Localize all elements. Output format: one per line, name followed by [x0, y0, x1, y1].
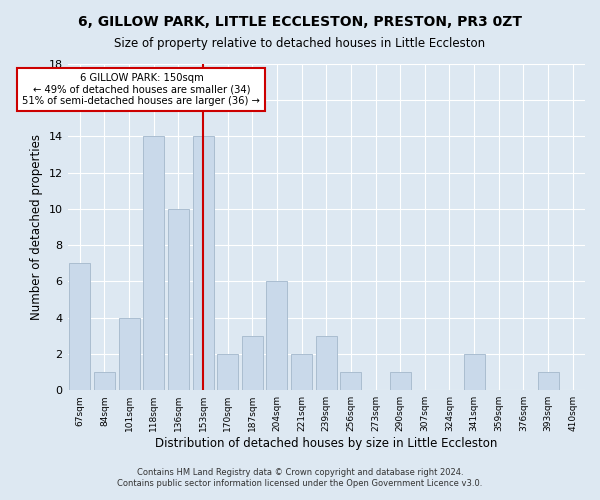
Bar: [390, 372, 410, 390]
Bar: [94, 372, 115, 390]
Bar: [70, 264, 91, 390]
Y-axis label: Number of detached properties: Number of detached properties: [30, 134, 43, 320]
Text: 6 GILLOW PARK: 150sqm
← 49% of detached houses are smaller (34)
51% of semi-deta: 6 GILLOW PARK: 150sqm ← 49% of detached …: [22, 73, 260, 106]
Bar: [193, 136, 214, 390]
Bar: [538, 372, 559, 390]
Bar: [291, 354, 312, 390]
Text: Size of property relative to detached houses in Little Eccleston: Size of property relative to detached ho…: [115, 38, 485, 51]
X-axis label: Distribution of detached houses by size in Little Eccleston: Distribution of detached houses by size …: [155, 437, 497, 450]
Bar: [316, 336, 337, 390]
Bar: [242, 336, 263, 390]
Bar: [143, 136, 164, 390]
Bar: [266, 282, 287, 390]
Bar: [217, 354, 238, 390]
Bar: [119, 318, 140, 390]
Text: 6, GILLOW PARK, LITTLE ECCLESTON, PRESTON, PR3 0ZT: 6, GILLOW PARK, LITTLE ECCLESTON, PRESTO…: [78, 15, 522, 29]
Bar: [168, 209, 189, 390]
Bar: [464, 354, 485, 390]
Bar: [340, 372, 361, 390]
Text: Contains HM Land Registry data © Crown copyright and database right 2024.
Contai: Contains HM Land Registry data © Crown c…: [118, 468, 482, 487]
